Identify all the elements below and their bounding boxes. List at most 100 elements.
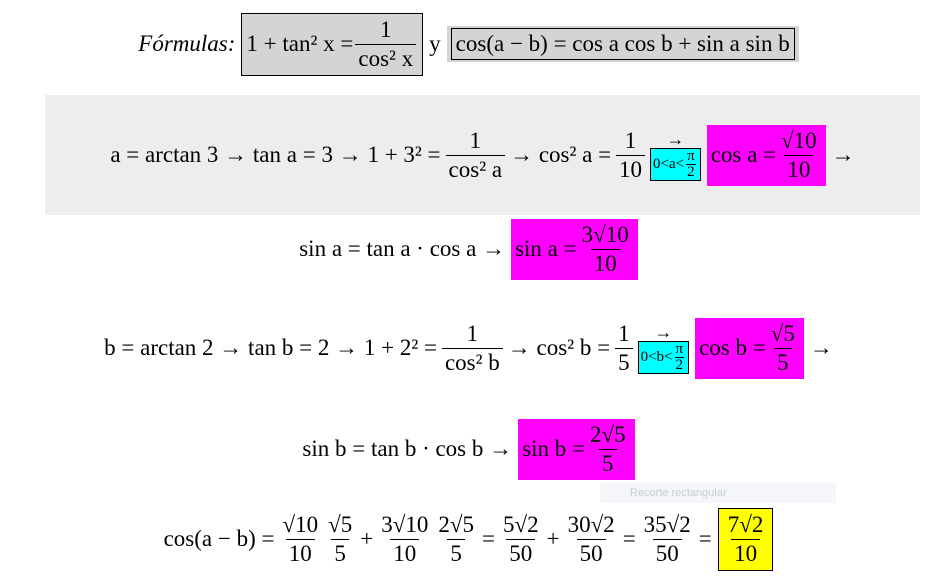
fraction: 1 10 <box>616 127 646 184</box>
denominator: 10 <box>285 538 315 568</box>
math-text: Fórmulas: <box>138 31 236 56</box>
denominator: cos² a <box>445 154 506 184</box>
numerator: 1 <box>466 320 479 346</box>
denominator: 5 <box>447 538 465 568</box>
highlight-box: cos(a − b) = cos a cos b + sin a sin b <box>446 26 799 62</box>
denominator: 10 <box>616 154 646 184</box>
highlight-box: 0<b< π 2 <box>637 340 690 374</box>
math-text: → cos² a = <box>510 142 612 167</box>
math-text: = <box>622 526 636 551</box>
fraction: 1 cos² b <box>441 320 503 377</box>
numerator: 7√2 <box>727 511 764 537</box>
math-text: = <box>481 526 495 551</box>
math-text: y <box>429 31 441 56</box>
fraction: √5 5 <box>325 511 355 568</box>
highlight-box: cos a = √10 10 <box>706 124 826 186</box>
fraction: 2√5 5 <box>587 421 629 478</box>
fraction: 7√2 10 <box>725 511 767 568</box>
math-text: cos a = <box>710 142 777 167</box>
fraction: 2√5 5 <box>435 511 477 568</box>
highlight-box: sin a = 3√10 10 <box>511 218 638 280</box>
math-text: + <box>360 526 374 551</box>
denominator: 10 <box>731 538 761 568</box>
math-text: 1 + tan² x = <box>246 31 354 56</box>
fraction: √10 10 <box>279 511 321 568</box>
math-text: 0<b< <box>640 348 673 365</box>
highlight-box: sin b = 2√5 5 <box>518 418 635 480</box>
denominator: cos² x <box>355 43 417 73</box>
numerator: √10 <box>282 511 319 537</box>
fraction: 1 cos² a <box>445 127 506 184</box>
math-text: b = arctan 2 → tan b = 2 → 1 + 2² = <box>104 335 437 360</box>
fraction: 5√2 50 <box>500 511 542 568</box>
highlight-box: cos(a − b) = cos a cos b + sin a sin b <box>450 28 795 60</box>
arrow: → <box>654 321 673 342</box>
numerator: 3√10 <box>581 221 629 247</box>
fraction: 3√10 10 <box>579 221 632 278</box>
numerator: π <box>687 147 695 164</box>
numerator: 2√5 <box>438 511 474 537</box>
math-text: → <box>831 142 855 167</box>
denominator: 10 <box>784 154 814 184</box>
numerator: 1 <box>624 127 637 153</box>
denominator: 5 <box>615 347 633 377</box>
denominator: 50 <box>506 538 536 568</box>
numerator: 3√10 <box>381 511 429 537</box>
math-text: sin a = <box>515 236 577 261</box>
denominator: 5 <box>331 538 349 568</box>
numerator: 5√2 <box>502 511 539 537</box>
fraction: 1 cos² x <box>355 16 417 73</box>
numerator: 1 <box>469 127 482 153</box>
formula-line: cos(a − b) = √10 10 √5 5 +3√10 10 2√5 5 = 5√2 50 +30… <box>0 503 937 575</box>
formula-line: Fórmulas: 1 + tan² x = 1 cos² x y cos(a − b) … <box>0 12 937 76</box>
condition-arrow: → 0<b< π 2 <box>637 321 690 374</box>
numerator: √10 <box>781 127 817 153</box>
denominator: 2 <box>686 163 696 180</box>
formula-line: sin b = tan b · cos b → sin b = 2√5 5 <box>0 418 937 480</box>
fraction: √10 10 <box>778 127 820 184</box>
formula-line: b = arctan 2 → tan b = 2 → 1 + 2² = 1 cos²… <box>0 300 937 396</box>
math-text: a = arctan 3 → tan a = 3 → 1 + 3² = <box>110 142 441 167</box>
denominator: 10 <box>590 248 620 278</box>
math-text: + <box>546 526 560 551</box>
tooltip: Recorte rectangular <box>600 483 836 503</box>
highlight-box: 0<a< π 2 <box>650 147 701 181</box>
highlight-box: 7√2 10 <box>717 507 774 571</box>
formula-line: a = arctan 3 → tan a = 3 → 1 + 3² = 1 cos²… <box>45 95 920 215</box>
denominator: 50 <box>652 538 682 568</box>
denominator: 50 <box>576 538 606 568</box>
math-text: → cos² b = <box>507 335 611 360</box>
highlight-box: cos b = √5 5 <box>695 317 804 379</box>
highlight-box: 1 + tan² x = 1 cos² x <box>241 12 424 76</box>
math-text: → <box>809 335 833 360</box>
math-text: sin b = tan b · cos b → <box>302 436 513 461</box>
numerator: 30√2 <box>567 511 615 537</box>
math-text: sin b = <box>522 436 585 461</box>
numerator: √5 <box>328 511 353 537</box>
math-text: cos(a − b) = cos a cos b + sin a sin b <box>455 31 790 56</box>
condition-arrow: → 0<a< π 2 <box>650 130 701 181</box>
fraction: 30√2 50 <box>565 511 618 568</box>
denominator: cos² b <box>441 347 503 377</box>
math-text: cos(a − b) = <box>163 526 275 551</box>
numerator: 2√5 <box>589 421 626 447</box>
fraction: 35√2 50 <box>641 511 694 568</box>
formula-line: sin a = tan a · cos a → sin a = 3√10 10 <box>0 218 937 280</box>
numerator: 35√2 <box>643 511 691 537</box>
fraction: 3√10 10 <box>378 511 431 568</box>
denominator: 5 <box>774 347 792 377</box>
denominator: 2 <box>674 356 685 373</box>
numerator: 1 <box>618 320 630 346</box>
fraction: √5 5 <box>768 320 798 377</box>
math-text: sin a = tan a · cos a → <box>299 236 506 261</box>
numerator: 1 <box>380 16 392 42</box>
numerator: π <box>675 340 684 357</box>
math-text: = <box>698 526 712 551</box>
arrow: → <box>666 128 685 149</box>
denominator: 10 <box>390 538 420 568</box>
numerator: √5 <box>770 320 795 346</box>
